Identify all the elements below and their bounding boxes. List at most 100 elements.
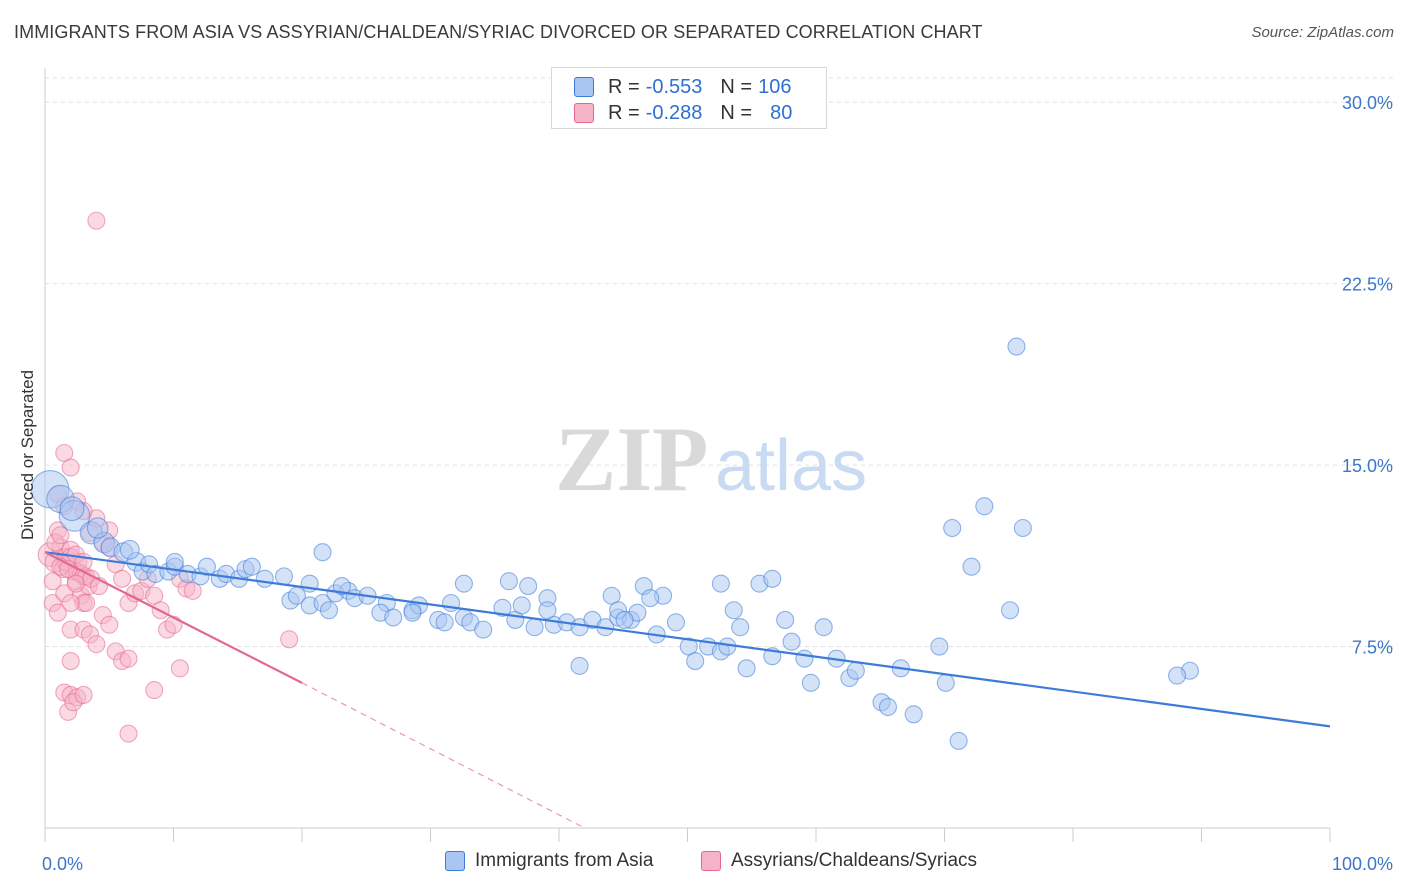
asia-point bbox=[962, 557, 981, 576]
asia-point bbox=[435, 613, 454, 632]
assyrians-legend-swatch bbox=[701, 851, 721, 871]
asia-point bbox=[943, 518, 962, 538]
asia-point bbox=[274, 567, 294, 586]
x-tick-label: 100.0% bbox=[1332, 854, 1393, 874]
assyrians-point bbox=[77, 593, 96, 613]
series-asia-points bbox=[30, 337, 1199, 750]
asia-point bbox=[724, 601, 743, 620]
source-credit: Source: ZipAtlas.com bbox=[1251, 24, 1394, 41]
chart-title: IMMIGRANTS FROM ASIA VS ASSYRIAN/CHALDEA… bbox=[14, 22, 983, 42]
asia-point bbox=[538, 601, 557, 620]
assyrians-point bbox=[66, 574, 85, 593]
watermark-atlas: atlas bbox=[715, 426, 867, 506]
asia-point bbox=[930, 637, 949, 656]
asia-point bbox=[776, 610, 795, 629]
stats-legend: R = -0.553 N = 106 R = -0.288 N = 80 bbox=[551, 67, 827, 129]
assyrians-point bbox=[280, 630, 299, 649]
assyrians-point bbox=[164, 615, 183, 634]
asia-point bbox=[255, 569, 274, 588]
y-tick-label: 7.5% bbox=[1352, 638, 1393, 658]
asia-point bbox=[711, 574, 730, 593]
x-tick-label: 0.0% bbox=[42, 854, 83, 874]
asia-legend-swatch bbox=[445, 851, 465, 871]
asia-point bbox=[570, 656, 589, 675]
legend-label-assyrians: Assyrians/Chaldeans/Syriacs bbox=[731, 850, 978, 871]
legend-item-asia[interactable]: Immigrants from Asia bbox=[445, 850, 653, 872]
bottom-legend: Immigrants from Asia Assyrians/Chaldeans… bbox=[0, 850, 1406, 880]
assyrians-point bbox=[43, 572, 62, 591]
series-assyrians-points bbox=[37, 211, 299, 743]
asia-point bbox=[782, 632, 801, 651]
trend-lines bbox=[44, 551, 1331, 829]
asia-point bbox=[242, 557, 261, 576]
assyrians-point bbox=[51, 526, 70, 545]
legend-item-assyrians[interactable]: Assyrians/Chaldeans/Syriacs bbox=[701, 850, 977, 872]
asia-point bbox=[313, 543, 332, 562]
asia-point bbox=[878, 697, 898, 717]
asia-point bbox=[904, 705, 923, 724]
assyrians-point bbox=[61, 458, 80, 477]
asia-point bbox=[519, 577, 538, 596]
y-tick-label: 30.0% bbox=[1342, 93, 1393, 113]
y-tick-label: 22.5% bbox=[1342, 275, 1393, 295]
asia-point bbox=[949, 731, 968, 750]
asia-point bbox=[493, 598, 512, 617]
asia-point bbox=[666, 613, 685, 632]
asia-point bbox=[319, 601, 339, 620]
asia-swatch bbox=[574, 77, 594, 97]
assyrians-point bbox=[87, 211, 106, 230]
asia-point bbox=[814, 618, 833, 637]
assyrians-point bbox=[61, 593, 80, 613]
asia-point bbox=[763, 569, 782, 588]
asia-point bbox=[59, 496, 85, 522]
y-tick-label: 15.0% bbox=[1342, 456, 1393, 476]
r-value-asia: -0.553 bbox=[645, 75, 703, 98]
r-label: R = bbox=[608, 101, 640, 124]
n-value-assyrians: 80 bbox=[770, 101, 793, 124]
asia-point bbox=[512, 596, 531, 615]
n-value-asia: 106 bbox=[758, 75, 792, 98]
asia-point bbox=[1007, 337, 1026, 356]
axes bbox=[44, 68, 1331, 842]
asia-point bbox=[795, 649, 814, 668]
asia-point bbox=[1013, 518, 1032, 538]
asia-point bbox=[499, 572, 518, 591]
assyrians-swatch bbox=[574, 103, 594, 123]
assyrians-point bbox=[87, 635, 106, 654]
asia-point bbox=[641, 589, 660, 608]
asia-point bbox=[525, 618, 544, 637]
asia-point bbox=[975, 497, 994, 516]
assyrians-point bbox=[183, 581, 202, 600]
stats-row-asia: R = -0.553 N = 106 bbox=[552, 74, 791, 100]
n-label: N = bbox=[720, 75, 753, 98]
asia-point bbox=[615, 610, 634, 629]
watermark: ZIP atlas bbox=[555, 408, 867, 510]
assyrians-trend-line bbox=[44, 551, 303, 684]
asia-point bbox=[384, 608, 403, 627]
asia-point bbox=[86, 517, 109, 539]
asia-point bbox=[403, 603, 422, 622]
assyrians-trend-extension bbox=[301, 682, 585, 829]
asia-point bbox=[846, 661, 865, 680]
legend-label-asia: Immigrants from Asia bbox=[475, 850, 654, 871]
asia-point bbox=[731, 618, 750, 637]
watermark-zip: ZIP bbox=[555, 408, 708, 510]
assyrians-point bbox=[74, 685, 93, 704]
asia-point bbox=[119, 539, 140, 560]
asia-point bbox=[801, 673, 820, 692]
assyrians-point bbox=[119, 724, 138, 743]
asia-point bbox=[332, 577, 351, 596]
assyrians-point bbox=[170, 659, 189, 678]
asia-point bbox=[1168, 666, 1187, 685]
assyrians-point bbox=[100, 615, 119, 634]
r-value-assyrians: -0.288 bbox=[645, 101, 703, 124]
x-tick-labels: 0.0% 100.0% bbox=[42, 854, 1393, 874]
asia-point bbox=[936, 673, 955, 692]
assyrians-point bbox=[145, 681, 164, 700]
asia-point bbox=[1000, 601, 1020, 620]
asia-trend-line bbox=[44, 551, 1331, 728]
asia-point bbox=[165, 552, 184, 571]
stats-row-assyrians: R = -0.288 N = 80 bbox=[552, 100, 792, 126]
assyrians-point bbox=[61, 652, 80, 671]
